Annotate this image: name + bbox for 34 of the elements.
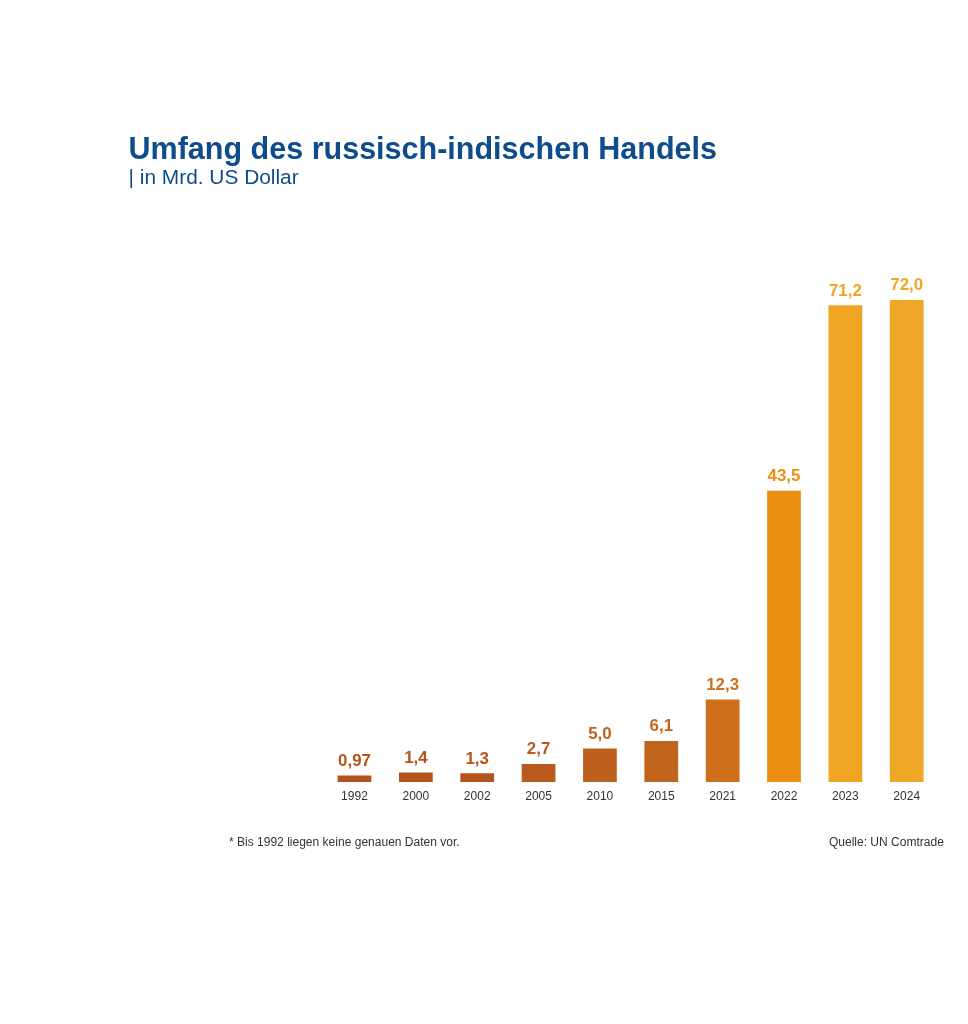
data-label: 2,7: [526, 739, 551, 759]
data-label: 5,0: [588, 723, 612, 743]
x-tick-label: 1992: [341, 789, 369, 804]
x-tick-label: 2023: [831, 789, 860, 804]
data-label: 71,2: [828, 280, 862, 300]
data-label: 43,5: [767, 466, 801, 486]
bar: [889, 299, 924, 782]
x-tick-label: 2002: [463, 789, 491, 804]
bar: [705, 699, 740, 782]
x-tick-label: 2015: [647, 789, 675, 804]
bar: [398, 772, 433, 782]
data-label: 6,1: [649, 716, 673, 736]
x-tick-label: 2024: [893, 789, 921, 804]
chart-title: Umfang des russisch-indischen Handels: [128, 130, 717, 166]
data-label: 1,3: [465, 748, 489, 768]
x-tick-label: 2022: [770, 789, 798, 804]
bar: [767, 490, 801, 782]
data-label: 1,4: [404, 747, 429, 767]
bar: [828, 305, 863, 782]
data-label: 12,3: [706, 674, 740, 694]
bar: [337, 775, 372, 782]
data-label: 0,97: [338, 750, 371, 770]
chart-subtitle: | in Mrd. US Dollar: [128, 165, 299, 189]
x-tick-label: 2005: [525, 789, 553, 804]
x-tick-label: 2000: [402, 789, 430, 804]
bar: [460, 773, 495, 782]
bar: [521, 763, 556, 782]
bar: [583, 748, 617, 782]
data-label: 72,0: [890, 275, 924, 295]
source-note: Quelle: UN Comtrade: [828, 835, 945, 850]
bar: [644, 741, 679, 782]
x-tick-label: 2010: [586, 789, 614, 804]
text: * Bis 1992 liegen keine genauen Daten vor.: [228, 835, 460, 850]
x-tick-label: 2021: [709, 789, 737, 804]
